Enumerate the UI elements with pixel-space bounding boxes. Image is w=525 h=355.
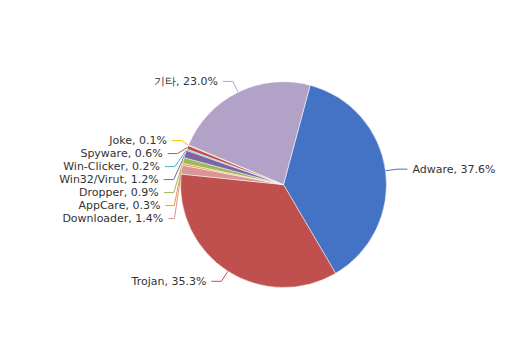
svg-text:기타, 23.0%: 기타, 23.0% — [154, 75, 218, 88]
svg-text:Spyware, 0.6%: Spyware, 0.6% — [80, 147, 162, 160]
svg-text:Trojan, 35.3%: Trojan, 35.3% — [131, 275, 207, 288]
svg-text:Win-Clicker, 0.2%: Win-Clicker, 0.2% — [63, 160, 160, 173]
svg-text:Downloader, 1.4%: Downloader, 1.4% — [62, 212, 163, 225]
svg-text:Dropper, 0.9%: Dropper, 0.9% — [79, 186, 159, 199]
svg-text:Adware, 37.6%: Adware, 37.6% — [412, 163, 495, 176]
svg-text:AppCare, 0.3%: AppCare, 0.3% — [78, 199, 160, 212]
svg-text:Joke, 0.1%: Joke, 0.1% — [108, 134, 167, 147]
svg-text:Win32/Virut, 1.2%: Win32/Virut, 1.2% — [59, 173, 158, 186]
